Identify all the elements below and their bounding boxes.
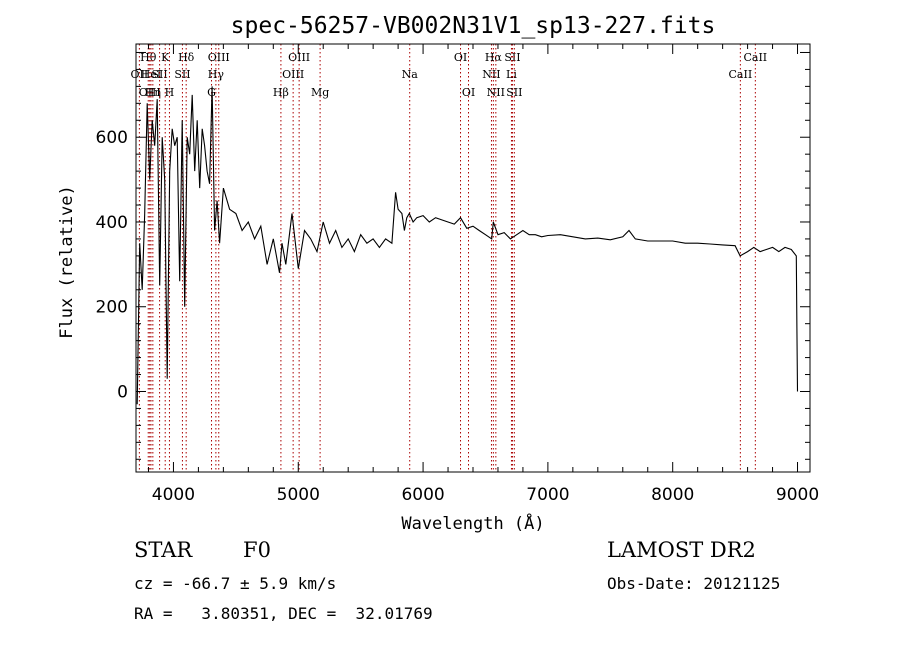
plot-frame [135, 43, 811, 473]
line-label-14: OIII [282, 68, 304, 81]
line-label-7: H [165, 86, 175, 99]
line-label-9: SII [174, 68, 190, 81]
line-label-11: Hγ [208, 68, 225, 81]
line-label-23: Li [506, 68, 517, 81]
x-tick-label: 9000 [776, 485, 819, 505]
x-tick-label: 6000 [401, 485, 444, 505]
line-label-2: OIII [139, 86, 161, 99]
spectrum-series-line [136, 86, 799, 405]
y-tick-label: 600 [96, 128, 128, 148]
y-tick-label: 0 [117, 382, 128, 402]
coordinates-text: RA = 3.80351, DEC = 32.01769 [134, 604, 433, 623]
line-label-4: Hη [145, 86, 161, 99]
line-label-6: K [161, 51, 170, 64]
line-label-22: NII [487, 86, 505, 99]
line-label-26: CaII [729, 68, 753, 81]
y-tick-label: 200 [96, 298, 128, 318]
line-label-21: Hα [485, 51, 503, 64]
line-label-27: CaII [743, 51, 767, 64]
object-subclass: F0 [243, 538, 271, 562]
line-label-25: SII [506, 86, 522, 99]
line-label-19: OI [462, 86, 475, 99]
line-label-0: OII [131, 68, 149, 81]
line-label-3: HeI [141, 68, 161, 81]
chart-title: spec-56257-VB002N31V1_sp13-227.fits [231, 13, 716, 39]
line-label-5: SII [151, 68, 167, 81]
x-tick-label: 8000 [651, 485, 694, 505]
x-tick-label: 7000 [526, 485, 569, 505]
axes: 4000 5000 6000 7000 8000 9000 0 200 400 600 [96, 43, 819, 505]
line-label-16: Mg [311, 86, 329, 99]
y-tick-label: 400 [96, 213, 128, 233]
line-label-24: SII [504, 51, 520, 64]
line-label-18: OI [454, 51, 467, 64]
line-label-15: OIII [288, 51, 310, 64]
x-tick-label: 4000 [152, 485, 195, 505]
x-tick-label: 5000 [277, 485, 320, 505]
line-label-8: Hδ [178, 51, 195, 64]
line-label-13: Hβ [273, 86, 289, 99]
line-label-20: NII [482, 68, 500, 81]
line-markers: OIIHθOIIIHeIHηSIIKHHδSIIGHγOIIIHβOIIIOII… [131, 44, 767, 472]
obs-date-text: Obs-Date: 20121125 [607, 574, 781, 593]
x-axis-label: Wavelength (Å) [401, 512, 544, 534]
redshift-text: cz = -66.7 ± 5.9 km/s [134, 574, 337, 593]
object-class: STAR [134, 538, 193, 562]
survey-name: LAMOST DR2 [607, 538, 756, 562]
line-label-12: OIII [208, 51, 230, 64]
y-axis-label: Flux (relative) [57, 185, 77, 339]
line-label-17: Na [402, 68, 419, 81]
